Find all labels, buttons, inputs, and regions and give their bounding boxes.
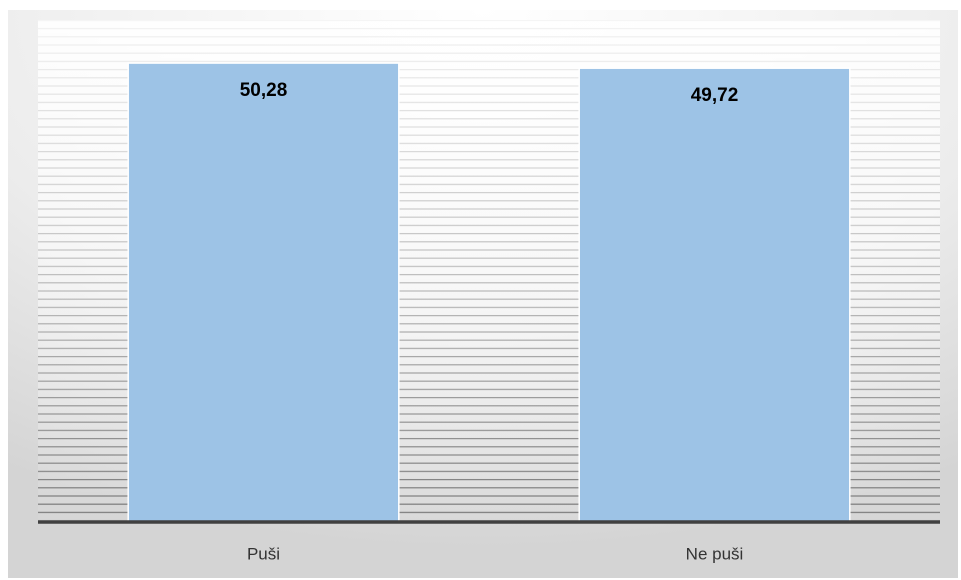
bar [127,62,400,523]
x-tick-label: Puši [247,544,280,563]
data-label: 49,72 [691,85,739,106]
x-tick-label: Ne puši [686,544,744,563]
bar [578,67,851,523]
data-label: 50,28 [240,80,288,101]
